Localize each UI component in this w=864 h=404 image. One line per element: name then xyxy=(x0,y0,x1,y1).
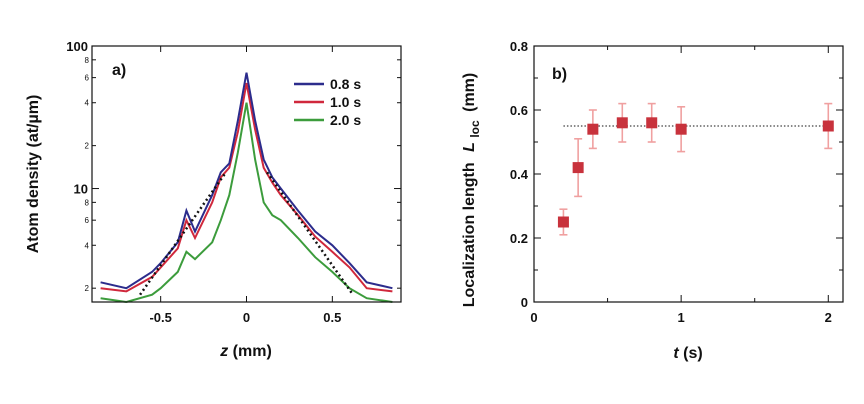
data-point xyxy=(572,162,584,174)
panel-a-y-minor-label: 6 xyxy=(85,74,90,83)
panel-b-x-tick-label: 1 xyxy=(678,310,685,325)
panel-b-y-tick-label: 0.6 xyxy=(510,103,528,118)
panel-a-x-axis-label: z (mm) xyxy=(219,343,272,360)
panel-a-x-tick-label: 0 xyxy=(243,310,250,325)
series-line-1.0s xyxy=(100,82,393,293)
data-point xyxy=(646,117,658,129)
panel-a-y-tick-label: 10 xyxy=(74,182,88,197)
legend-label-2.0s: 2.0 s xyxy=(330,112,361,128)
panel-b-x-tick-label: 0 xyxy=(530,310,537,325)
panel-a-x-var: z xyxy=(219,343,228,360)
data-point xyxy=(616,117,628,129)
panel-a-y-minor-label: 4 xyxy=(85,241,90,250)
panel-a-y-minor-label: 2 xyxy=(85,284,90,293)
fit-line-1 xyxy=(266,171,354,296)
panel-b-y-tick-label: 0.4 xyxy=(510,167,529,182)
chart-panel-b: 0 1 2 0 0.2 0.4 0.6 0.8 b) Localization length … xyxy=(461,39,844,362)
panel-b-x-axis-label: t (s) xyxy=(673,345,702,362)
panel-b-y-sub: loc xyxy=(468,120,482,138)
panel-b-y-axis-label: Localization length L loc (mm) xyxy=(461,73,483,307)
panel-b-y-text: Localization length xyxy=(461,162,478,307)
panel-a-y-minor-label: 6 xyxy=(85,216,90,225)
panel-b-y-tick-label: 0 xyxy=(521,295,528,310)
data-point xyxy=(557,216,569,228)
panel-a-x-unit: (mm) xyxy=(233,343,272,360)
data-point xyxy=(675,123,687,135)
panel-b-y-tick-label: 0.8 xyxy=(510,39,528,54)
panel-b-y-unit: (mm) xyxy=(461,73,478,112)
legend-label-1.0s: 1.0 s xyxy=(330,94,361,110)
panel-b-label: b) xyxy=(552,66,567,83)
panel-a-y-minor-label: 2 xyxy=(85,142,90,151)
series-line-2.0s xyxy=(100,102,393,304)
panel-a-plot-content xyxy=(100,72,393,304)
panel-a-y-tick-label: 100 xyxy=(66,39,88,54)
panel-b-x-unit: (s) xyxy=(683,345,703,362)
panel-b-x-var: t xyxy=(673,345,679,362)
panel-b-axes: 0 1 2 0 0.2 0.4 0.6 0.8 xyxy=(510,39,843,325)
legend-label-0.8s: 0.8 s xyxy=(330,76,361,92)
panel-a-y-minor-label: 8 xyxy=(85,198,90,207)
panel-a-x-tick-label: -0.5 xyxy=(149,310,171,325)
data-point xyxy=(822,120,834,132)
panel-a-legend: 0.8 s 1.0 s 2.0 s xyxy=(294,76,361,128)
panel-a-y-minor-label: 8 xyxy=(85,56,90,65)
panel-a-x-tick-label: 0.5 xyxy=(323,310,341,325)
data-point xyxy=(587,123,599,135)
panel-b-y-tick-label: 0.2 xyxy=(510,231,528,246)
panel-b-y-var: L xyxy=(461,142,478,152)
panel-b-frame xyxy=(533,45,844,303)
panel-b-x-tick-label: 2 xyxy=(825,310,832,325)
panel-a-y-axis-label: Atom density (at/µm) xyxy=(25,95,42,254)
panel-a-label: a) xyxy=(112,62,126,79)
panel-a-y-minor-label: 4 xyxy=(85,99,90,108)
panel-b-plot-content xyxy=(557,102,834,236)
